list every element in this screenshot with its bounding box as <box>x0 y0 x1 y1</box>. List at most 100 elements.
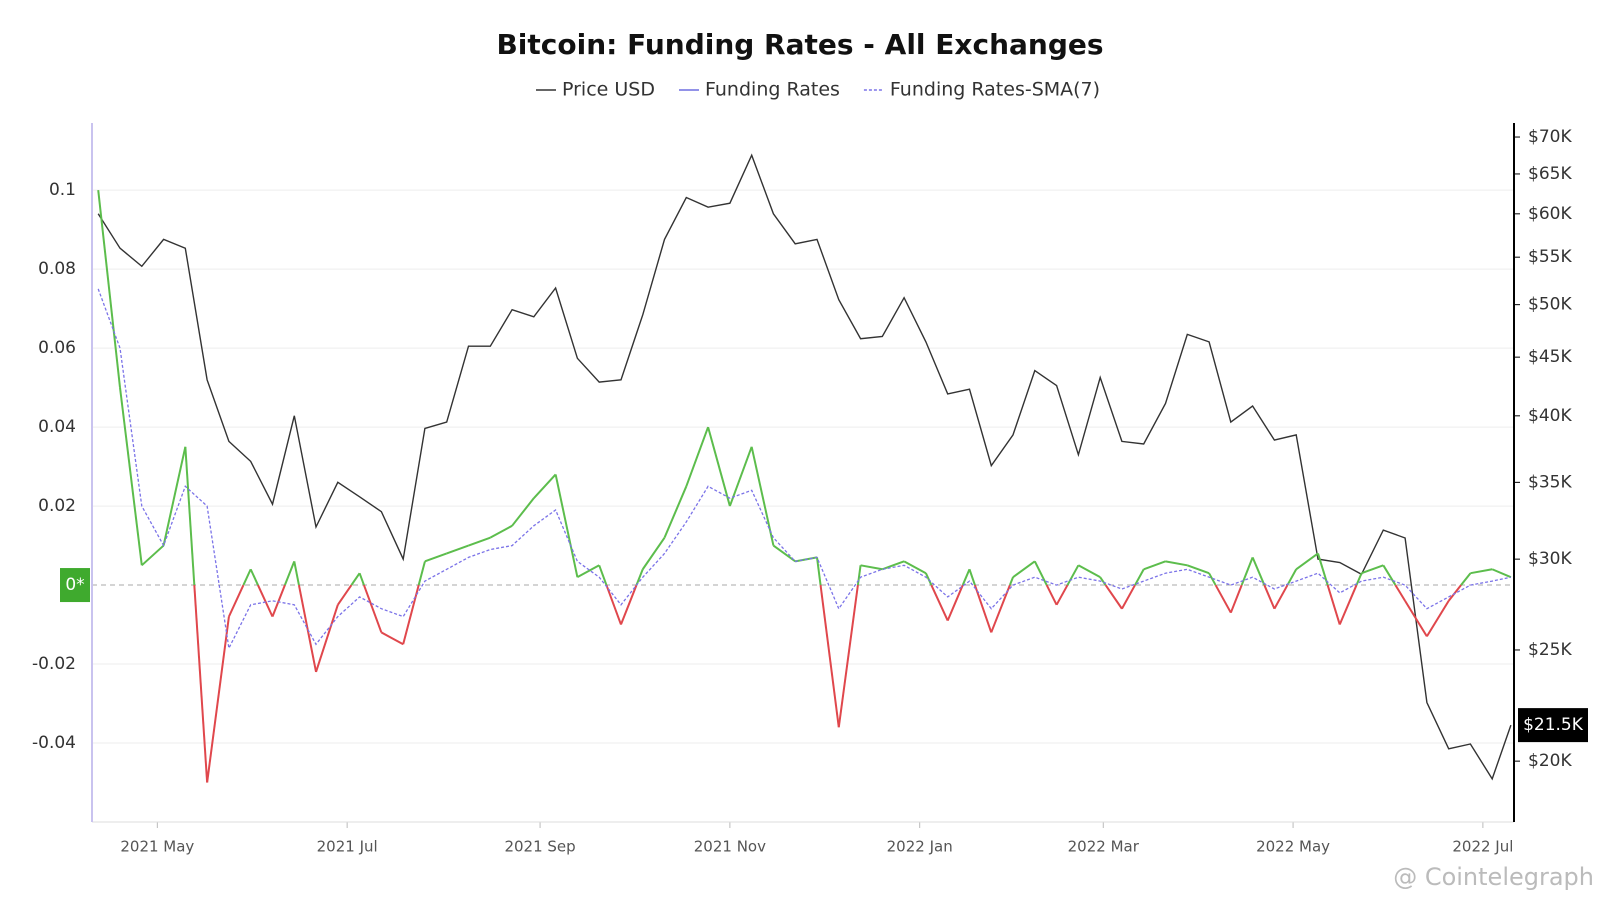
funding-segment <box>973 584 993 633</box>
funding-segment <box>336 584 353 606</box>
funding-segment <box>1326 584 1341 625</box>
y2-tick-label: $40K <box>1528 406 1572 426</box>
last-price-badge <box>1518 708 1588 743</box>
funding-segment <box>119 387 143 566</box>
funding-segment <box>193 584 209 783</box>
y2-tick-label: $60K <box>1528 204 1572 224</box>
funding-segment <box>635 568 644 586</box>
funding-segment <box>1012 560 1036 578</box>
funding-segment <box>576 564 600 579</box>
y-tick-label: 0.02 <box>38 496 76 516</box>
y-tick-label: 0.04 <box>38 417 76 437</box>
funding-segment <box>1045 584 1058 606</box>
y-tick-label: 0.06 <box>38 338 76 358</box>
funding-segment <box>1055 584 1069 606</box>
funding-segment <box>363 584 383 633</box>
x-tick-label: 2022 May <box>1256 838 1330 856</box>
funding-segment <box>819 584 840 728</box>
funding-segment <box>511 497 535 527</box>
funding-segment <box>1426 600 1450 637</box>
series-line <box>97 153 1512 781</box>
funding-segment <box>97 190 121 388</box>
funding-segment <box>772 544 796 563</box>
legend-label: Funding Rates-SMA(7) <box>890 79 1100 101</box>
funding-segment <box>242 568 252 586</box>
funding-segment <box>1251 557 1266 586</box>
funding-segment <box>297 584 318 673</box>
y-tick-label: 0.1 <box>49 180 76 200</box>
funding-segment <box>1491 568 1512 579</box>
funding-segment <box>816 557 822 586</box>
funding-segment <box>162 446 187 546</box>
funding-segment <box>1361 564 1384 575</box>
x-tick-label: 2021 Jul <box>317 838 378 856</box>
funding-segment <box>446 544 469 555</box>
funding-segment <box>1273 584 1289 610</box>
funding-segment <box>961 568 971 586</box>
funding-segment <box>1317 553 1329 586</box>
funding-segment <box>1460 572 1472 586</box>
funding-segment <box>1470 568 1493 575</box>
funding-segment <box>283 560 296 586</box>
y2-tick-label: $30K <box>1528 549 1572 569</box>
funding-segment <box>1134 568 1145 586</box>
y2-tick-label: $20K <box>1528 751 1572 771</box>
x-tick-label: 2021 Nov <box>694 838 766 856</box>
y2-tick-label: $35K <box>1528 472 1572 492</box>
funding-segment <box>641 537 666 570</box>
funding-segment <box>1186 564 1210 575</box>
funding-segment <box>1355 572 1363 586</box>
funding-segment <box>860 564 883 571</box>
x-tick-label: 2022 Mar <box>1068 838 1140 856</box>
y2-tick-label: $25K <box>1528 640 1572 660</box>
funding-segment <box>1382 564 1397 586</box>
funding-segment <box>315 604 339 673</box>
x-tick-label: 2022 Jul <box>1452 838 1513 856</box>
x-tick-label: 2021 May <box>120 838 194 856</box>
funding-segment <box>228 584 245 618</box>
last-price-label: $21.5K <box>1523 715 1584 735</box>
funding-segment <box>924 572 933 586</box>
funding-segment <box>1404 600 1428 637</box>
funding-segment <box>533 473 557 499</box>
funding-segment <box>489 524 513 539</box>
funding-segment <box>206 616 230 783</box>
legend-label: Price USD <box>562 79 655 101</box>
funding-segment <box>1077 564 1101 579</box>
funding-segment <box>1229 584 1243 614</box>
funding-segment <box>1263 584 1276 610</box>
funding-segment <box>946 584 964 621</box>
funding-segment <box>271 584 286 618</box>
funding-segment <box>598 564 608 586</box>
watermark: @ Cointelegraph <box>1393 863 1594 891</box>
y2-tick-label: $55K <box>1528 247 1572 267</box>
funding-segment <box>1286 568 1298 586</box>
funding-segment <box>707 426 731 507</box>
x-tick-label: 2021 Sep <box>504 838 575 856</box>
funding-segment <box>1214 584 1232 614</box>
funding-segment <box>380 631 404 646</box>
funding-segment <box>663 485 688 539</box>
x-tick-label: 2022 Jan <box>887 838 953 856</box>
funding-segment <box>837 584 859 728</box>
funding-segment <box>424 552 448 563</box>
funding-segment <box>468 536 491 547</box>
funding-segment <box>1208 572 1217 586</box>
y2-tick-label: $70K <box>1528 127 1572 147</box>
y-tick-label: 0* <box>65 575 84 595</box>
series-line <box>97 288 1512 651</box>
funding-segment <box>1008 576 1014 586</box>
funding-segment <box>750 446 775 546</box>
funding-segment <box>1099 576 1107 586</box>
zero-badge <box>60 568 90 603</box>
funding-segment <box>620 584 638 625</box>
funding-segment <box>728 446 753 507</box>
funding-segment <box>402 584 420 645</box>
funding-segment <box>685 426 710 487</box>
funding-segment <box>141 544 165 567</box>
y-tick-label: -0.02 <box>32 654 76 674</box>
chart-title: Bitcoin: Funding Rates - All Exchanges <box>496 28 1103 61</box>
funding-segment <box>882 560 905 571</box>
funding-segment <box>184 446 196 586</box>
funding-segment <box>903 560 927 575</box>
